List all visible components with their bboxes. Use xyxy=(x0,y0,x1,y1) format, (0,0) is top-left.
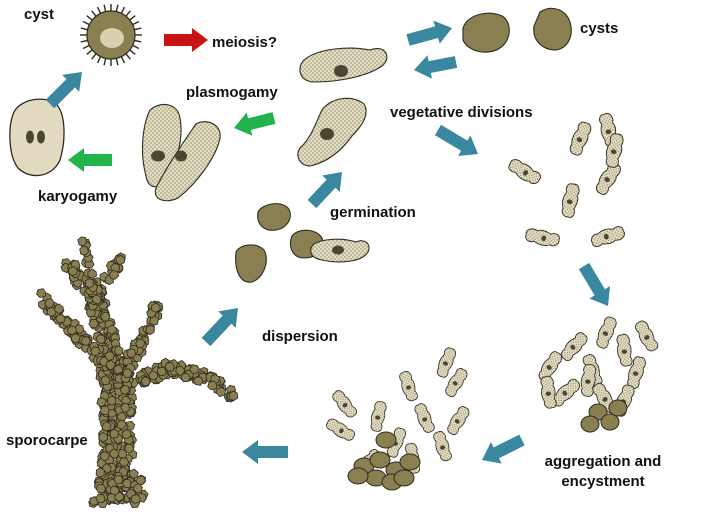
small-cyst xyxy=(347,467,369,485)
amoeba-cell xyxy=(430,429,455,463)
plasmogamy-cells xyxy=(142,103,221,202)
karyogamy-label: karyogamy xyxy=(38,188,118,205)
vegetative-amoebae xyxy=(505,111,627,250)
amoeba-cell xyxy=(559,182,581,219)
amoeba-cell xyxy=(368,400,388,433)
amoeba-cell xyxy=(567,119,594,158)
small-cyst xyxy=(375,431,397,449)
arrow-to-encystment xyxy=(482,434,525,464)
arrow-to-vegetative xyxy=(434,124,478,157)
vegetative-cell-lower xyxy=(297,97,367,167)
cyst-shape-2 xyxy=(533,7,572,51)
arrow-to-cysts xyxy=(406,20,452,46)
cyst-label: cyst xyxy=(24,6,55,23)
amoeba-cell xyxy=(444,403,472,438)
vegetative-cell-upper xyxy=(299,47,388,83)
amoeba-cell xyxy=(396,369,421,403)
meiosis-arrow xyxy=(164,28,208,52)
plasmogamy-arrow xyxy=(234,112,276,136)
spore-pebble xyxy=(216,387,227,397)
arrows xyxy=(45,20,611,464)
spore-pebble xyxy=(35,287,47,299)
dispersion-arrow xyxy=(201,308,238,347)
sporocarpe-label: sporocarpe xyxy=(6,432,88,449)
small-cyst xyxy=(369,451,391,469)
dispersion-label: dispersion xyxy=(262,328,338,345)
amoeba-cell xyxy=(632,318,661,354)
aggregation-label-line1: aggregation and xyxy=(544,453,662,470)
germination-arrow xyxy=(307,172,342,209)
karyogamy-arrow xyxy=(68,148,112,172)
small-cyst xyxy=(393,469,415,487)
amoeba-cell xyxy=(323,416,358,444)
amoeba-cell xyxy=(411,401,438,435)
arrow-to-cyst xyxy=(45,72,82,109)
amoeba-cell xyxy=(524,227,561,249)
amoeba-cell xyxy=(329,387,360,421)
small-cyst xyxy=(580,415,600,433)
aggregation-label-line2: encystment xyxy=(561,473,645,490)
germination-label: germination xyxy=(330,204,416,221)
vegetative-divisions-label: vegetative divisions xyxy=(390,104,533,121)
amoeba-cell xyxy=(593,314,619,351)
amoeba-cell xyxy=(614,332,635,368)
arrow-from-cysts xyxy=(414,55,458,79)
arrow-to-sporocarp xyxy=(242,440,288,464)
cysts-label: cysts xyxy=(580,20,619,37)
encysting-amoebae xyxy=(323,345,472,491)
amoeba-cell xyxy=(434,345,458,380)
aggregation-label: aggregation and encystment xyxy=(540,452,666,492)
amoeba-cell xyxy=(505,156,544,188)
small-cyst xyxy=(600,413,620,431)
small-cyst xyxy=(608,399,628,417)
cyst-cell xyxy=(80,4,142,66)
germinating-cysts xyxy=(235,203,370,283)
small-cyst xyxy=(399,453,421,471)
amoeba-cell xyxy=(538,374,559,410)
meiosis-label: meiosis? xyxy=(212,34,278,51)
cyst-shape-1 xyxy=(462,12,510,53)
plasmogamy-label: plasmogamy xyxy=(186,84,278,101)
amoeba-cell xyxy=(588,223,627,250)
diploid-cell xyxy=(9,98,65,177)
aggregating-amoebae xyxy=(535,314,661,433)
sporocarp-structure xyxy=(35,236,240,511)
arrow-to-aggregation xyxy=(578,262,611,306)
